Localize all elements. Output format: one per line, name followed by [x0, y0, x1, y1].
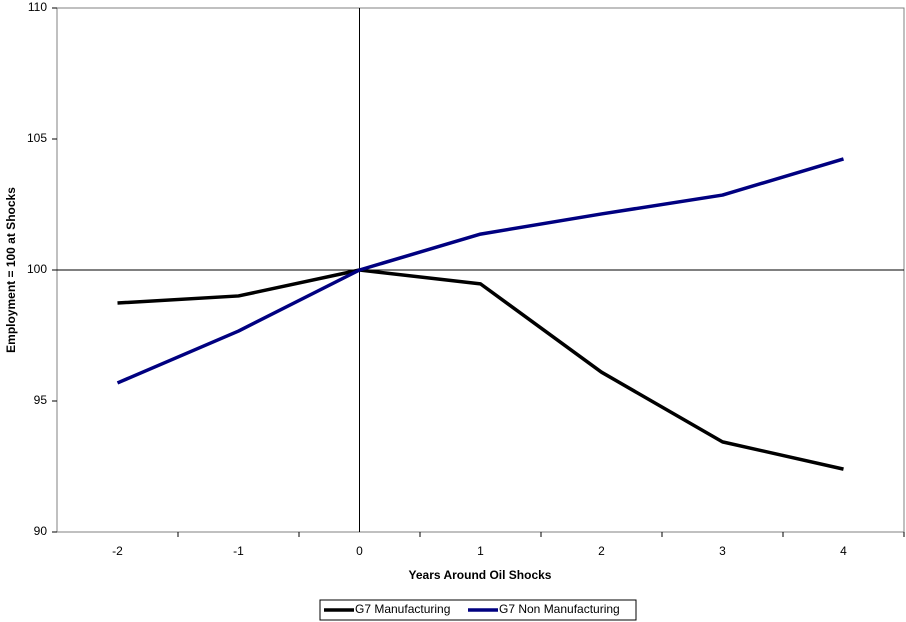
series-line	[116, 157, 845, 385]
legend-label: G7 Manufacturing	[355, 602, 450, 616]
y-tick-label: 110	[28, 0, 47, 14]
y-tick-label: 100	[27, 262, 47, 276]
legend-box	[319, 599, 637, 621]
y-tick-label: 95	[34, 393, 48, 407]
y-axis-label: Employment = 100 at Shocks	[4, 187, 18, 353]
y-tick-label: 105	[27, 131, 47, 145]
series-line	[117, 268, 844, 471]
legend-label: G7 Non Manufacturing	[499, 602, 620, 616]
x-tick-label: 3	[719, 544, 726, 558]
x-tick-label: 1	[477, 544, 484, 558]
x-tick-label: 2	[598, 544, 605, 558]
x-tick-label: 4	[840, 544, 847, 558]
x-tick-label: -1	[233, 544, 244, 558]
x-tick-label: -2	[112, 544, 123, 558]
x-tick-label: 0	[356, 544, 363, 558]
y-tick-label: 90	[34, 524, 48, 538]
x-axis-label: Years Around Oil Shocks	[409, 568, 552, 582]
